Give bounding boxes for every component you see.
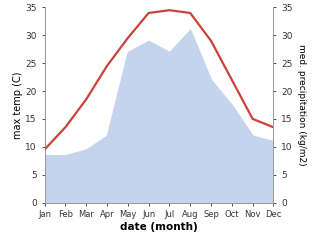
Y-axis label: med. precipitation (kg/m2): med. precipitation (kg/m2) [297,44,306,166]
Y-axis label: max temp (C): max temp (C) [13,71,23,139]
X-axis label: date (month): date (month) [120,222,198,232]
